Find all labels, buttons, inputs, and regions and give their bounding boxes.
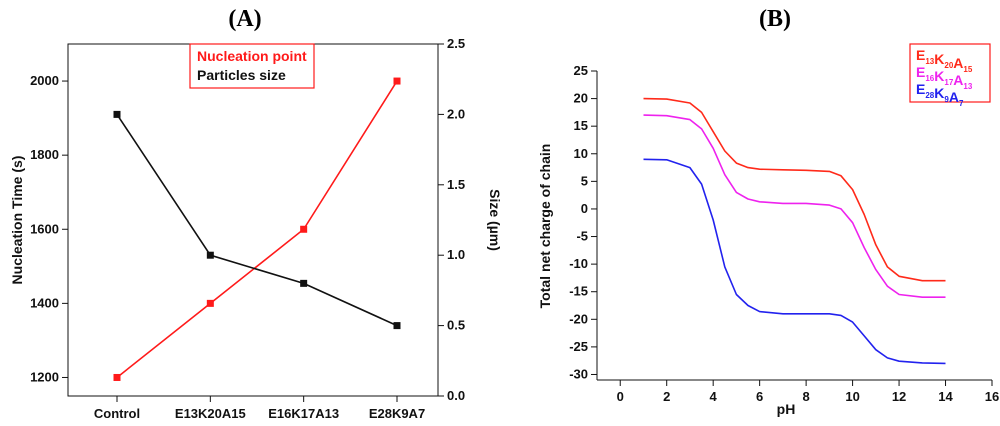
chart-a-legend-box: [189, 43, 315, 89]
x-tick-label: 12: [892, 389, 906, 404]
y-tick-label: 10: [574, 146, 588, 161]
legend-element-count: 15: [963, 65, 972, 74]
x-tick-label: 16: [985, 389, 999, 404]
chart-a-series: [113, 77, 401, 381]
x-tick-label: 14: [938, 389, 953, 404]
y-tick-label: 1200: [30, 369, 59, 384]
legend-particles-size: Particles size: [197, 67, 286, 83]
y-tick-label: 1400: [30, 295, 59, 310]
chart-a-ticks: 1200 1400 1600 1800 2000 0.0 0.5 1.0 1.5 2.0 2.5 Co…: [30, 36, 465, 421]
data-point-particles-size: [300, 279, 308, 287]
panel-a-label: (A): [228, 6, 261, 32]
chart-a: 1200 1400 1600 1800 2000 0.0 0.5 1.0 1.5 2.0 2.5 Co…: [9, 36, 503, 421]
legend-element-symbol: K: [934, 51, 944, 67]
y-tick-label: 25: [574, 63, 588, 78]
legend-e13k20a15: E13K20A15: [916, 47, 973, 74]
x-tick-label: 8: [803, 389, 810, 404]
chart-a-legend: Nucleation point Particles size: [189, 43, 315, 89]
legend-element-count: 13: [963, 82, 972, 91]
chart-b-xlabel: pH: [777, 401, 796, 417]
chart-b: 25 20 15 10 5 0 -5 -10 -15 -20 -25 -30 0 2 4 6 8 10 12 14 16…: [537, 43, 999, 417]
y-tick-label: 2000: [30, 73, 59, 88]
y2-tick-label: 1.0: [447, 247, 465, 262]
chart-b-ylabel: Total net charge of chain: [537, 144, 553, 309]
chart-a-y2label: Size (µm): [487, 189, 503, 251]
data-point-particles-size: [113, 110, 121, 118]
data-point-nucleation-point: [300, 225, 308, 233]
chart-b-ticks: 25 20 15 10 5 0 -5 -10 -15 -20 -25 -30 0 2 4 6 8 10 12 14 16: [569, 63, 999, 404]
x-tick-label: E16K17A13: [268, 406, 339, 421]
data-point-nucleation-point: [113, 373, 121, 381]
y-tick-label: -30: [569, 366, 588, 381]
chart-a-ylabel: Nucleation Time (s): [9, 156, 25, 285]
x-tick-label: E13K20A15: [175, 406, 246, 421]
y-tick-label: 5: [581, 173, 588, 188]
x-tick-label: 2: [663, 389, 670, 404]
y2-tick-label: 1.5: [447, 177, 465, 192]
y-tick-label: 0: [581, 201, 588, 216]
x-tick-label: Control: [94, 406, 140, 421]
y2-tick-label: 2.5: [447, 36, 465, 51]
y-tick-label: -5: [576, 229, 588, 244]
legend-element-count: 16: [925, 74, 934, 83]
chart-a-plot-frame: [67, 43, 439, 397]
legend-e16k17a13: E16K17A13: [916, 64, 973, 91]
x-tick-label: 0: [617, 389, 624, 404]
series-line-e28k9a7: [643, 158, 946, 365]
y-tick-label: -25: [569, 339, 588, 354]
legend-element-symbol: E: [916, 81, 925, 97]
legend-element-symbol: A: [949, 89, 959, 105]
x-tick-label: 4: [710, 389, 718, 404]
chart-b-plot-area: [597, 71, 992, 380]
legend-element-count: 13: [925, 57, 934, 66]
legend-element-count: 9: [944, 95, 949, 104]
y-tick-label: -10: [569, 256, 588, 271]
series-line-e13k20a15: [643, 97, 946, 282]
data-point-nucleation-point: [206, 299, 214, 307]
y-tick-label: 1800: [30, 147, 59, 162]
panel-b-label: (B): [759, 6, 791, 32]
chart-b-series: [643, 97, 946, 365]
legend-element-symbol: K: [934, 85, 944, 101]
chart-b-legend-box: [909, 43, 991, 103]
legend-element-symbol: E: [916, 47, 925, 63]
y2-tick-label: 0.5: [447, 318, 465, 333]
data-point-particles-size: [393, 322, 401, 330]
series-line-particles-size: [116, 113, 398, 327]
y2-tick-label: 0.0: [447, 388, 465, 403]
legend-element-count: 7: [959, 99, 964, 108]
legend-element-symbol: E: [916, 64, 925, 80]
data-point-nucleation-point: [393, 77, 401, 85]
legend-nucleation-point: Nucleation point: [197, 48, 307, 64]
series-line-e16k17a13: [643, 114, 946, 298]
legend-element-count: 20: [944, 61, 953, 70]
legend-e28k9a7: E28K9A7: [916, 81, 964, 108]
y-tick-label: -20: [569, 311, 588, 326]
y-tick-label: -15: [569, 284, 588, 299]
x-tick-label: 6: [756, 389, 763, 404]
legend-element-symbol: A: [953, 55, 963, 71]
x-tick-label: E28K9A7: [369, 406, 425, 421]
y-tick-label: 1600: [30, 221, 59, 236]
legend-element-count: 28: [925, 91, 934, 100]
x-tick-label: 10: [845, 389, 859, 404]
y2-tick-label: 2.0: [447, 106, 465, 121]
series-line-nucleation-point: [116, 80, 398, 379]
data-point-particles-size: [206, 251, 214, 259]
legend-element-count: 17: [944, 78, 953, 87]
legend-element-symbol: A: [953, 72, 963, 88]
y-tick-label: 20: [574, 91, 588, 106]
y-tick-label: 15: [574, 118, 588, 133]
legend-element-symbol: K: [934, 68, 944, 84]
